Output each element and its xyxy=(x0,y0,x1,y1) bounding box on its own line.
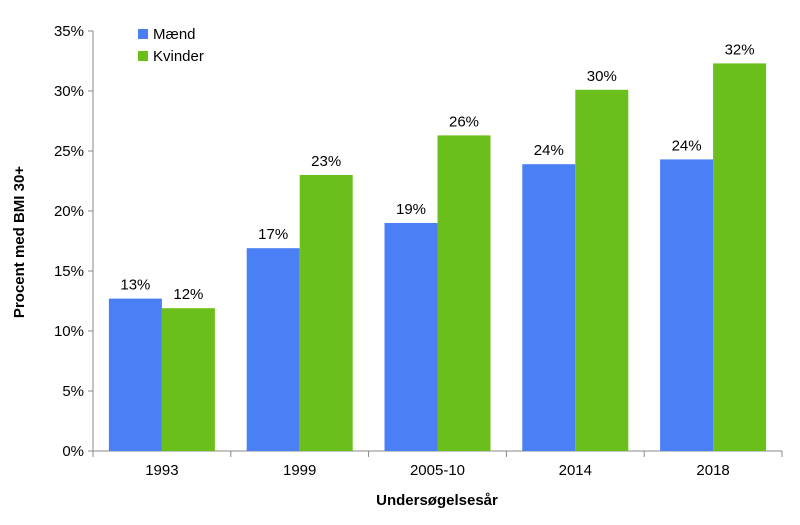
x-tick-label: 2005-10 xyxy=(410,462,465,479)
data-label: 23% xyxy=(311,153,341,170)
bar xyxy=(161,308,215,451)
y-tick-label: 10% xyxy=(54,323,84,340)
legend-swatch xyxy=(138,29,148,39)
data-label: 19% xyxy=(396,201,426,218)
bar xyxy=(299,175,353,451)
bar xyxy=(246,248,300,451)
y-tick-label: 30% xyxy=(54,83,84,100)
y-tick-label: 25% xyxy=(54,143,84,160)
legend: Mænd Kvinder xyxy=(138,26,204,65)
data-label: 17% xyxy=(258,226,288,243)
x-axis-title: Undersøgelsesår xyxy=(376,492,498,509)
y-tick-label: 35% xyxy=(54,23,84,40)
data-label: 12% xyxy=(173,286,203,303)
bar xyxy=(437,135,491,451)
y-tick-label: 0% xyxy=(62,443,84,460)
y-tick-label: 20% xyxy=(54,203,84,220)
y-axis: 0% 5% 10% 15% 20% 25% 30% 35% xyxy=(54,23,94,460)
legend-label: Kvinder xyxy=(153,48,204,65)
data-label: 26% xyxy=(449,113,479,130)
y-tick-label: 5% xyxy=(62,383,84,400)
bar xyxy=(660,159,714,451)
y-tick-label: 15% xyxy=(54,263,84,280)
x-axis: 1993 1999 2005-10 2014 2018 xyxy=(92,450,783,479)
x-tick-label: 2018 xyxy=(696,462,729,479)
bar xyxy=(713,63,767,452)
data-label: 13% xyxy=(120,277,150,294)
legend-swatch xyxy=(138,51,148,61)
bar xyxy=(522,164,576,451)
data-label: 30% xyxy=(587,68,617,85)
data-labels: 13% 17% 19% 24% 24% 12% 23% 26% 30% 32% xyxy=(120,41,754,303)
bars xyxy=(108,63,767,452)
x-tick-label: 2014 xyxy=(559,462,592,479)
y-axis-title: Procent med BMI 30+ xyxy=(11,166,28,318)
bar xyxy=(575,89,629,452)
x-tick-label: 1999 xyxy=(283,462,316,479)
bar xyxy=(108,298,162,451)
data-label: 24% xyxy=(672,137,702,154)
legend-label: Mænd xyxy=(153,26,196,43)
data-label: 32% xyxy=(725,41,755,58)
bar xyxy=(384,223,438,451)
data-label: 24% xyxy=(534,142,564,159)
x-tick-label: 1993 xyxy=(145,462,178,479)
